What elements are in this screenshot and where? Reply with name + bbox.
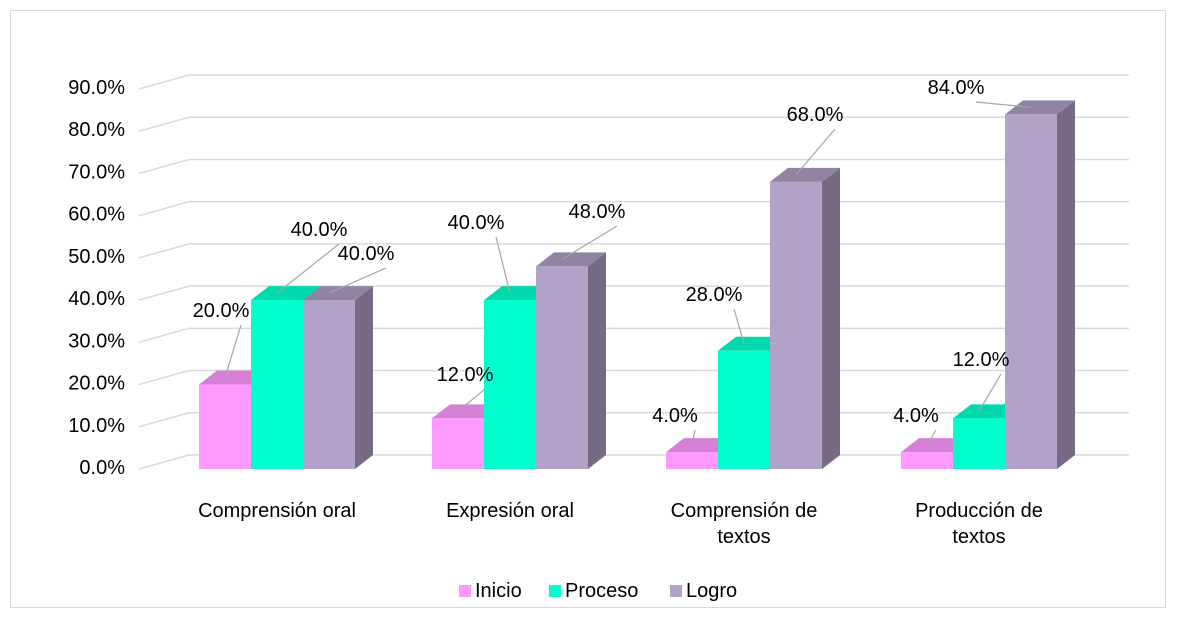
leader-line (691, 429, 696, 446)
bar-logro (1005, 100, 1075, 469)
chart-svg: 0.0% 10.0% 20.0% 30.0% 40.0% 50.0% 60.0% 70.0% 8… (68, 74, 1129, 602)
bar-front (718, 350, 770, 469)
bar-front (251, 300, 303, 469)
gridline (138, 243, 1129, 259)
data-label: 20.0% (193, 300, 250, 322)
y-tick-label: 20.0% (68, 373, 125, 395)
bar-top (303, 286, 373, 301)
bar-side (355, 286, 373, 469)
bar-logro (303, 286, 373, 469)
y-tick-label: 80.0% (68, 119, 125, 141)
gridline (138, 200, 1129, 217)
y-tick-label: 40.0% (68, 288, 125, 310)
data-label: 28.0% (686, 284, 743, 306)
bar-side (822, 167, 840, 469)
y-tick-label: 30.0% (68, 330, 125, 352)
bar-front (901, 452, 953, 469)
bar-side (1057, 100, 1075, 469)
leader-line (276, 243, 340, 294)
x-axis: Comprensión oral Expresión oral Comprensió… (198, 500, 1043, 548)
bar-top (1005, 100, 1075, 115)
x-tick-label: Producción de (915, 500, 1043, 522)
data-label: 48.0% (569, 201, 626, 223)
leader-line (975, 101, 1032, 108)
bar-top (536, 252, 606, 267)
x-tick-label: Comprensión oral (198, 500, 356, 522)
legend-swatch (549, 585, 561, 597)
bar-front (303, 300, 355, 469)
y-tick-label: 60.0% (68, 204, 125, 226)
y-tick-label: 0.0% (79, 457, 125, 479)
data-label: 40.0% (338, 243, 395, 265)
leader-line (978, 373, 1002, 412)
legend-swatch (670, 585, 682, 597)
data-label: 4.0% (893, 405, 939, 427)
chart-frame: 0.0% 10.0% 20.0% 30.0% 40.0% 50.0% 60.0% 70.0% 8… (10, 10, 1166, 608)
bar-front (1005, 114, 1057, 469)
data-label: 84.0% (928, 77, 985, 99)
x-tick-label: textos (952, 526, 1005, 548)
bar-front (199, 384, 251, 469)
x-tick-label: Expresión oral (446, 500, 574, 522)
gridline (138, 158, 1129, 175)
bar-front (953, 418, 1005, 469)
bar-front (484, 300, 536, 469)
y-tick-label: 70.0% (68, 161, 125, 183)
data-label: 12.0% (953, 349, 1010, 371)
bar-top (770, 167, 840, 182)
y-tick-label: 50.0% (68, 246, 125, 268)
leader-line (328, 267, 387, 294)
x-tick-label: textos (717, 526, 770, 548)
gridline (138, 116, 1129, 132)
bar-side (588, 252, 606, 469)
legend-label: Proceso (565, 580, 638, 602)
bar-front (770, 181, 822, 469)
grid-layer (138, 74, 1129, 470)
leader-line (795, 128, 836, 176)
data-label: 40.0% (448, 212, 505, 234)
leader-line (495, 236, 511, 294)
data-label: 68.0% (787, 104, 844, 126)
bar-front (432, 418, 484, 469)
bar-logro (536, 252, 606, 469)
legend-label: Logro (686, 580, 737, 602)
data-labels-layer: 20.0%40.0%40.0%12.0%40.0% 48.0%4.0%28.0%6… (193, 77, 1032, 446)
y-tick-label: 10.0% (68, 415, 125, 437)
data-label: 12.0% (437, 364, 494, 386)
y-axis: 0.0% 10.0% 20.0% 30.0% 40.0% 50.0% 60.0% 70.0% 8… (68, 77, 125, 479)
gridline (138, 74, 1129, 90)
bar-top (251, 286, 321, 301)
x-tick-label: Comprensión de (671, 500, 818, 522)
leader-line (457, 388, 486, 412)
leader-line (561, 225, 618, 260)
legend: Inicio Proceso Logro (459, 580, 737, 602)
bar-front (536, 266, 588, 469)
data-label: 40.0% (291, 219, 348, 241)
data-label: 4.0% (652, 405, 698, 427)
legend-swatch (459, 585, 471, 597)
y-tick-label: 90.0% (68, 77, 125, 99)
leader-line (926, 429, 937, 446)
bars-layer (199, 100, 1075, 469)
bar-front (666, 452, 718, 469)
leader-line (224, 324, 242, 378)
legend-label: Inicio (475, 580, 522, 602)
bar-logro (770, 167, 840, 469)
leader-line (733, 308, 745, 344)
